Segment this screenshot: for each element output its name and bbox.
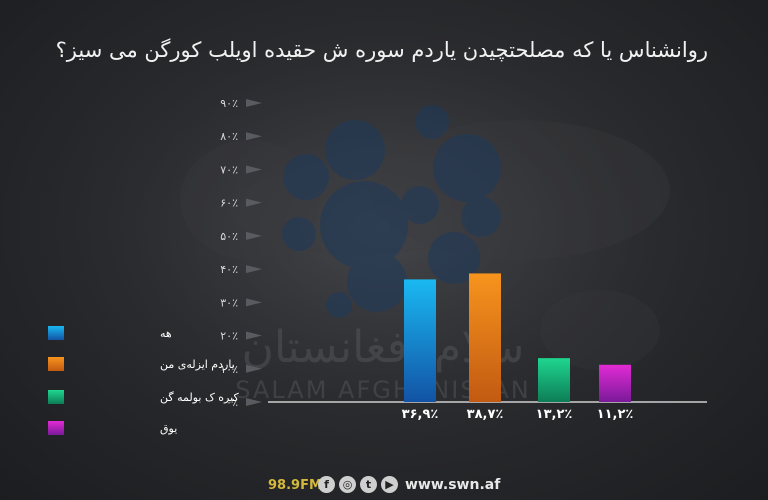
y-tick-label: ۲٠٪	[220, 330, 238, 343]
bars	[404, 273, 631, 402]
youtube-icon[interactable]: ▶	[381, 476, 398, 493]
y-tick-label: ۵٠٪	[220, 230, 238, 243]
legend-label: کیره ک بولمه گن	[160, 391, 239, 404]
y-tick-marker	[246, 99, 262, 107]
y-tick-marker	[246, 331, 262, 340]
legend-label: یوق	[160, 422, 177, 435]
y-tick-marker	[246, 132, 262, 141]
footer: 98.9FM f ◎ t ▶ www.swn.af	[0, 472, 768, 498]
footer-website[interactable]: www.swn.af	[405, 477, 501, 493]
chart-title: روانشناس یا که مصلحتچیدن یاردم سوره ش حق…	[55, 38, 708, 62]
facebook-icon[interactable]: f	[318, 476, 335, 493]
y-tick-marker	[246, 165, 262, 174]
legend-swatch	[48, 357, 64, 371]
y-tick-label: ۹٠٪	[220, 97, 238, 110]
y-tick-marker	[246, 198, 262, 207]
bar	[404, 279, 436, 402]
bar-value-label: ۱۱,۲٪	[597, 407, 634, 422]
footer-frequency: 98.9FM	[268, 478, 322, 493]
y-tick-marker	[246, 398, 262, 406]
legend-swatch	[48, 390, 64, 404]
y-tick-label: ۱٠٪	[220, 363, 238, 376]
y-tick-label: ۷٠٪	[220, 163, 238, 176]
legend-swatch	[48, 421, 64, 435]
value-labels: ۳۶,۹٪ ۳۸,۷٪ ۱۳,۲٪ ۱۱,۲٪	[402, 407, 634, 422]
instagram-icon[interactable]: ◎	[339, 476, 356, 493]
bar-value-label: ۱۳,۲٪	[536, 407, 573, 422]
bubble-decoration	[282, 105, 501, 318]
y-tick-marker	[246, 298, 262, 307]
legend-label: یاردم ایزلەی من	[160, 358, 235, 371]
y-tick-marker	[246, 265, 262, 274]
y-tick-marker	[246, 231, 262, 240]
bar	[469, 273, 501, 402]
legend-swatch	[48, 326, 64, 340]
y-tick-label: ۳٠٪	[220, 296, 238, 309]
bar	[599, 364, 631, 402]
bar-value-label: ۳۸,۷٪	[467, 407, 504, 422]
y-tick-label: ۶٠٪	[220, 197, 238, 210]
y-tick-marker	[246, 364, 262, 373]
y-tick-label: ۸٠٪	[220, 130, 238, 143]
y-tick-label: ۴٠٪	[220, 263, 238, 276]
bar-value-label: ۳۶,۹٪	[402, 407, 439, 422]
bar	[538, 358, 570, 402]
legend: هه یاردم ایزلەی من کیره ک بولمه گن یوق	[48, 326, 239, 435]
y-axis: ٠٪ ۱٠٪ ۲٠٪ ۳٠٪ ۴٠٪ ۵٠٪ ۶٠٪ ۷٠٪ ۸٠٪ ۹٠٪	[220, 97, 262, 409]
y-tick-label: ٠٪	[226, 396, 238, 409]
legend-label: هه	[160, 327, 172, 340]
twitter-icon[interactable]: t	[360, 476, 377, 493]
